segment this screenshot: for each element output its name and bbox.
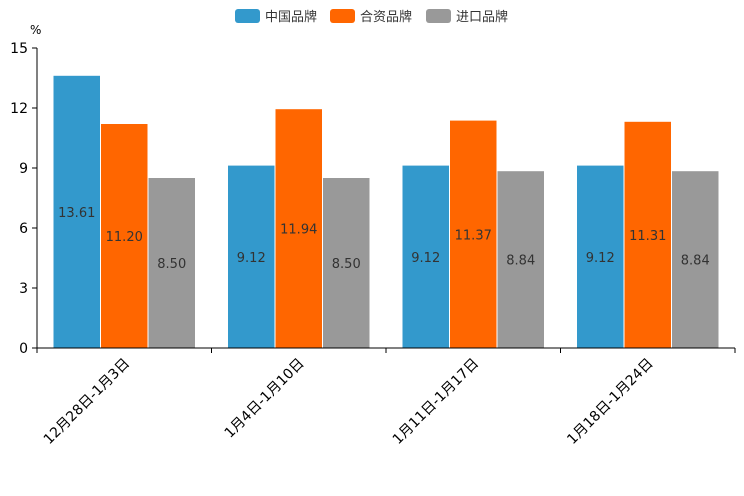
bar-value-label-2-2: 11.94 — [280, 223, 317, 238]
y-tick-label-12: 12 — [10, 101, 28, 117]
legend-swatch-2 — [330, 9, 355, 23]
legend-swatch-1 — [235, 9, 260, 23]
legend: 中国品牌 合资品牌 进口品牌 — [235, 9, 508, 25]
bar-value-label-1-4: 9.12 — [586, 251, 615, 266]
bar-3-2 — [323, 178, 370, 348]
x-axis: 12月28日-1月3日 1月4日-1月10日 1月11日-1月17日 1月18日-1月… — [36, 347, 736, 448]
x-tick-label-3: 1月11日-1月17日 — [390, 356, 482, 448]
y-axis: 0 3 6 9 12 15 — [10, 41, 38, 357]
bar-3-4 — [672, 171, 719, 348]
bar-value-label-3-4: 8.84 — [681, 254, 710, 269]
bar-1-1 — [53, 75, 100, 349]
y-tick-label-3: 3 — [19, 281, 28, 297]
y-tick-label-15: 15 — [10, 41, 28, 57]
bar-2-4 — [624, 121, 671, 348]
y-tick-label-9: 9 — [19, 161, 28, 177]
x-tick-label-2: 1月4日-1月10日 — [222, 356, 308, 442]
bar-value-label-2-1: 11.20 — [106, 230, 143, 245]
legend-label-2: 合资品牌 — [360, 9, 412, 25]
bar-2-2 — [275, 109, 322, 348]
bar-value-label-2-4: 11.31 — [629, 229, 666, 244]
bar-1-4 — [577, 165, 624, 348]
bar-1-3 — [402, 165, 449, 348]
bar-value-label-1-2: 9.12 — [237, 251, 266, 266]
bar-value-label-3-3: 8.84 — [506, 254, 535, 269]
bar-value-label-3-1: 8.50 — [157, 257, 186, 272]
bar-1-2 — [228, 165, 275, 348]
x-tick-label-4: 1月18日-1月24日 — [564, 356, 656, 448]
bar-value-label-1-1: 13.61 — [58, 206, 95, 221]
bar-3-1 — [148, 178, 195, 348]
x-tick-label-1: 12月28日-1月3日 — [41, 356, 133, 448]
y-tick-label-6: 6 — [19, 221, 28, 237]
bar-value-label-2-3: 11.37 — [455, 228, 492, 243]
bar-2-1 — [101, 124, 148, 348]
legend-label-3: 进口品牌 — [456, 9, 508, 25]
bar-value-label-3-2: 8.50 — [332, 257, 361, 272]
bar-3-3 — [497, 171, 544, 348]
y-tick-label-0: 0 — [19, 341, 28, 357]
bars: 13.61 11.20 8.50 9.12 11.94 8.50 9.12 11.37 8.84… — [53, 75, 719, 349]
legend-swatch-3 — [426, 9, 451, 23]
bar-2-3 — [450, 120, 497, 348]
bar-value-label-1-3: 9.12 — [411, 251, 440, 266]
legend-label-1: 中国品牌 — [265, 9, 317, 25]
y-axis-unit: % — [30, 23, 41, 37]
